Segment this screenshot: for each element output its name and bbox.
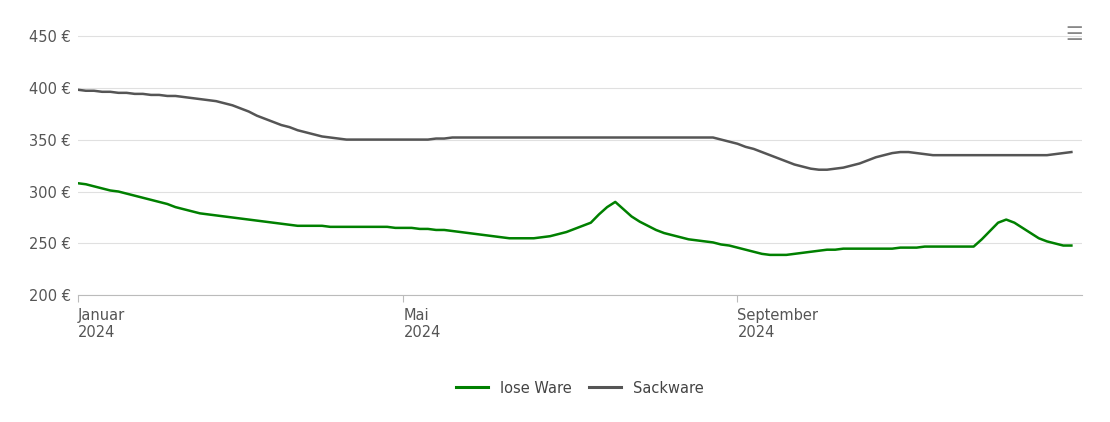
Legend: lose Ware, Sackware: lose Ware, Sackware — [451, 375, 709, 402]
Text: ☰: ☰ — [1066, 25, 1083, 44]
